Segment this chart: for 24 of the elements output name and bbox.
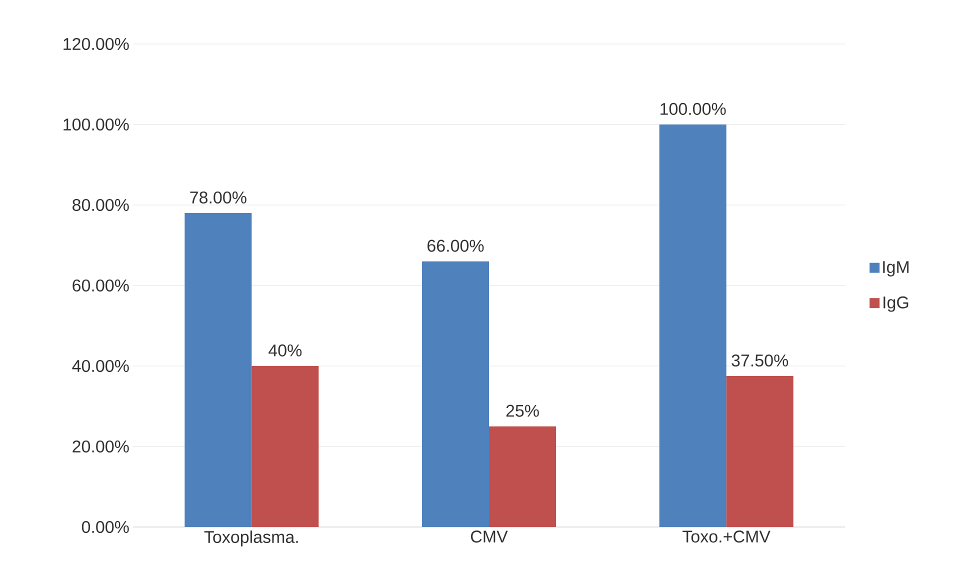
data-label: 40% (268, 344, 302, 356)
x-tick-label: CMV (470, 530, 508, 543)
data-label: 37.50% (732, 354, 788, 367)
x-tick-label: Toxoplasma. (204, 530, 298, 546)
bar (726, 376, 794, 527)
y-tick-label: 120.00% (64, 38, 129, 50)
bar (489, 426, 556, 527)
y-tick-label: 20.00% (72, 440, 129, 453)
x-tick-label: Toxo.+CMV (682, 530, 770, 543)
legend-label: IgG (884, 296, 908, 312)
y-tick-label: 60.00% (72, 279, 129, 292)
bar (184, 213, 252, 527)
y-tick-label: 80.00% (72, 198, 129, 212)
data-label: 25% (506, 404, 539, 417)
legend-label: IgM (883, 261, 909, 276)
bar (252, 366, 319, 527)
bar (659, 124, 726, 527)
y-tick-label: 0.00% (82, 520, 129, 534)
bar (422, 261, 490, 527)
y-tick-label: 40.00% (72, 360, 129, 372)
data-label: 66.00% (428, 240, 484, 252)
data-label: 78.00% (190, 191, 246, 204)
data-label: 100.00% (660, 102, 726, 115)
y-tick-label: 100.00% (64, 118, 129, 131)
